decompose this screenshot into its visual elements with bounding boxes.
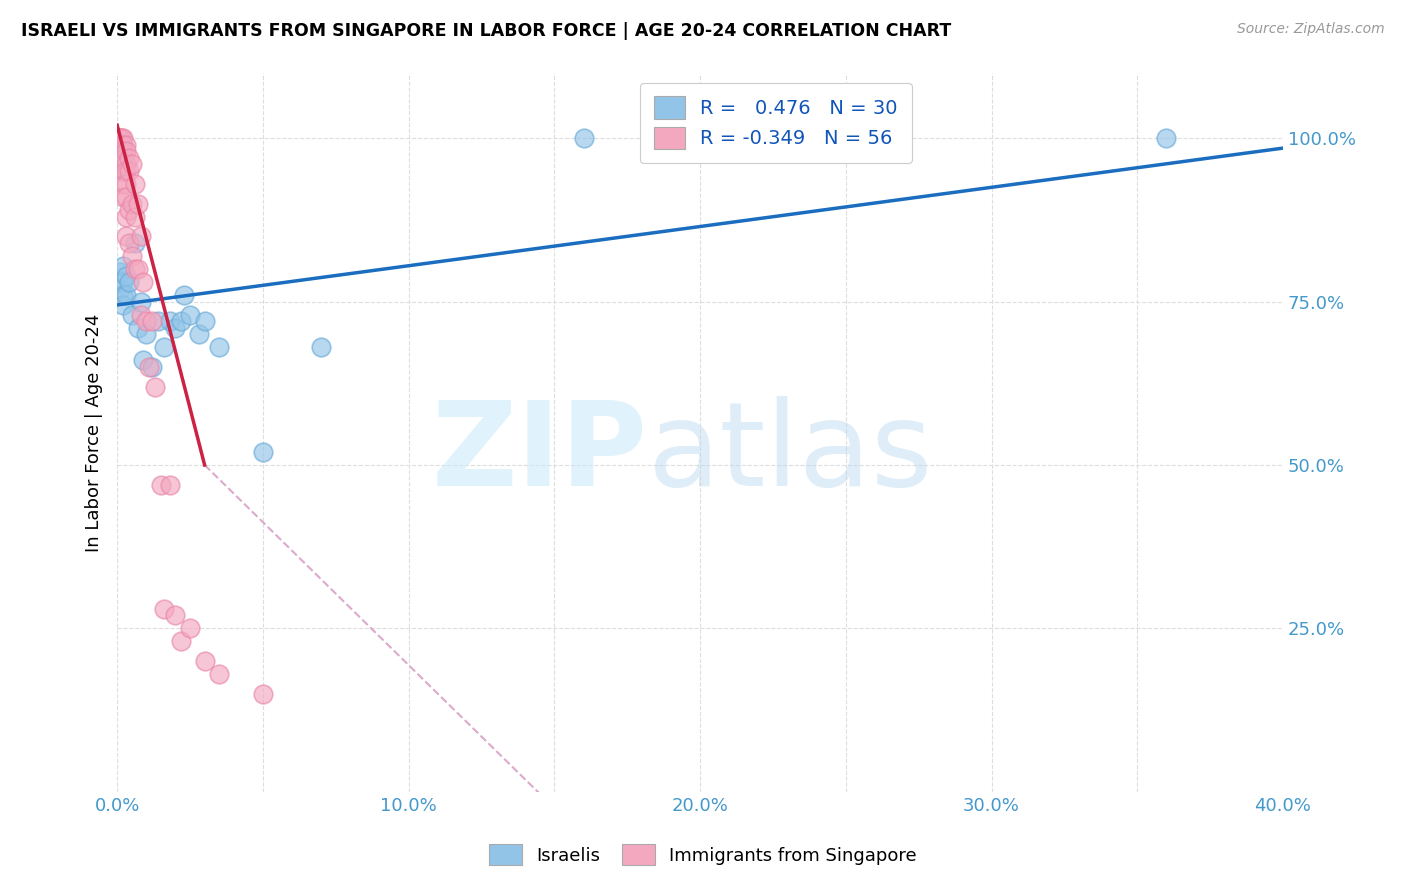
Point (159, 314, 181, 328)
Point (129, 294, 152, 309)
Point (114, 151, 136, 165)
Point (110, 131, 132, 145)
Point (170, 314, 193, 328)
Point (108, 131, 131, 145)
Point (153, 340, 176, 354)
Point (110, 137, 132, 152)
Point (124, 177, 146, 191)
Point (124, 210, 146, 224)
Point (118, 275, 141, 289)
Point (572, 131, 595, 145)
Point (108, 131, 131, 145)
Legend: Israelis, Immigrants from Singapore: Israelis, Immigrants from Singapore (482, 837, 924, 872)
Point (208, 667, 231, 681)
Point (111, 131, 134, 145)
Point (252, 687, 274, 701)
Point (118, 203, 141, 218)
Point (121, 157, 143, 171)
Point (143, 379, 166, 393)
Point (115, 177, 138, 191)
Point (1156, 131, 1178, 145)
Point (124, 262, 146, 277)
Point (115, 288, 138, 302)
Text: ZIP: ZIP (432, 396, 648, 511)
Point (127, 320, 149, 334)
Point (118, 235, 141, 250)
Point (170, 634, 193, 648)
Point (129, 229, 152, 244)
Point (121, 308, 143, 322)
Point (124, 235, 146, 250)
Point (187, 327, 209, 342)
Point (111, 145, 134, 159)
Point (115, 157, 138, 171)
Point (309, 340, 332, 354)
Point (108, 157, 131, 171)
Point (194, 654, 217, 668)
Point (111, 177, 134, 191)
Point (107, 131, 129, 145)
Point (115, 190, 138, 204)
Point (111, 288, 134, 302)
Point (115, 268, 138, 283)
Point (115, 210, 138, 224)
Point (141, 359, 163, 374)
Point (149, 477, 172, 491)
Point (179, 621, 201, 635)
Point (194, 314, 217, 328)
Point (127, 262, 149, 277)
Point (108, 145, 131, 159)
Point (129, 308, 152, 322)
Point (108, 265, 131, 279)
Point (118, 164, 141, 178)
Point (108, 282, 131, 296)
Point (165, 320, 187, 334)
Point (115, 137, 138, 152)
Point (118, 151, 141, 165)
Point (111, 259, 134, 273)
Point (165, 608, 187, 623)
Point (141, 314, 163, 328)
Point (114, 164, 136, 178)
Point (111, 137, 134, 152)
Point (115, 145, 138, 159)
Text: ISRAELI VS IMMIGRANTS FROM SINGAPORE IN LABOR FORCE | AGE 20-24 CORRELATION CHAR: ISRAELI VS IMMIGRANTS FROM SINGAPORE IN … (21, 22, 952, 40)
Point (252, 445, 274, 459)
Point (111, 157, 134, 171)
Point (111, 298, 134, 312)
Point (111, 275, 134, 289)
Point (159, 477, 181, 491)
Point (135, 327, 157, 342)
Point (107, 131, 129, 145)
Text: Source: ZipAtlas.com: Source: ZipAtlas.com (1237, 22, 1385, 37)
Point (111, 164, 134, 178)
Point (146, 314, 169, 328)
Point (208, 340, 231, 354)
Point (179, 308, 201, 322)
Point (115, 164, 138, 178)
Text: atlas: atlas (648, 396, 934, 511)
Point (173, 288, 195, 302)
Point (138, 359, 160, 374)
Point (121, 249, 143, 263)
Point (153, 601, 176, 615)
Point (111, 151, 134, 165)
Point (115, 229, 138, 244)
Point (110, 145, 132, 159)
Point (135, 314, 157, 328)
Y-axis label: In Labor Force | Age 20-24: In Labor Force | Age 20-24 (86, 313, 103, 551)
Point (121, 196, 143, 211)
Legend: R =   0.476   N = 30, R = -0.349   N = 56: R = 0.476 N = 30, R = -0.349 N = 56 (640, 83, 911, 162)
Point (127, 196, 149, 211)
Point (108, 151, 131, 165)
Point (111, 190, 134, 204)
Point (132, 353, 155, 368)
Point (132, 275, 155, 289)
